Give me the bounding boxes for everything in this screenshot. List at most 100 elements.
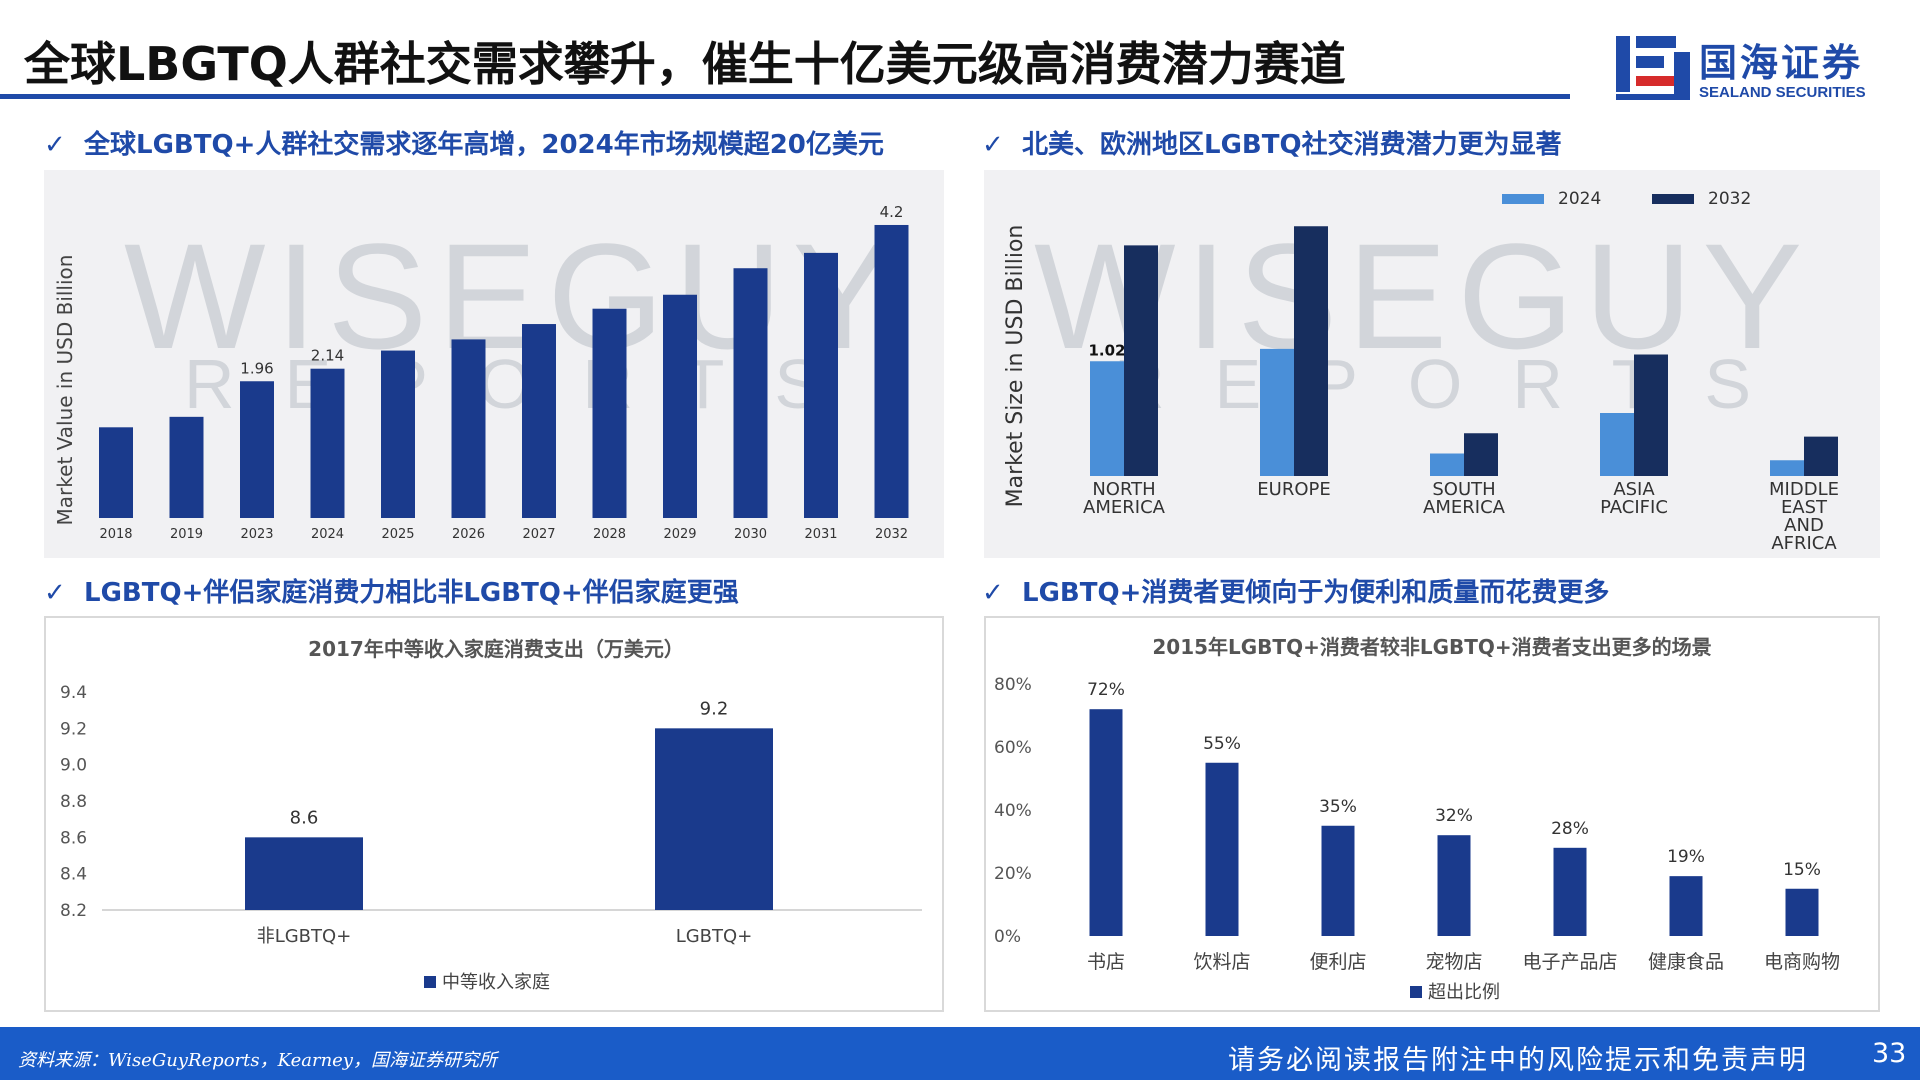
x-tick-label: 2023 — [240, 527, 273, 542]
bar — [1089, 709, 1123, 936]
bar — [169, 416, 204, 518]
data-label: 19% — [1667, 847, 1705, 867]
data-label: 2.14 — [311, 347, 344, 365]
x-tick-label: 2030 — [734, 527, 767, 542]
data-label: 28% — [1551, 819, 1589, 839]
bar — [99, 427, 133, 518]
chart-title: 2017年中等收入家庭消费支出（万美元） — [308, 637, 684, 661]
x-tick-label: PACIFIC — [1600, 497, 1668, 518]
bar — [1090, 361, 1124, 476]
x-tick-label: 电子产品店 — [1522, 951, 1617, 973]
x-tick-label: AFRICA — [1771, 533, 1837, 554]
y-tick-label: 8.6 — [60, 828, 87, 848]
x-tick-label: 2026 — [452, 527, 485, 542]
section-heading-household: ✓ LGBTQ+伴侣家庭消费力相比非LGBTQ+伴侣家庭更强 — [44, 572, 739, 609]
y-tick-label: 9.0 — [60, 756, 87, 776]
footer-source: 资料来源：WiseGuyReports，Kearney，国海证券研究所 — [18, 1050, 497, 1071]
x-tick-label: 便利店 — [1309, 951, 1366, 973]
bar — [1321, 825, 1355, 936]
x-tick-label: 2031 — [804, 527, 837, 542]
x-tick-label: EUROPE — [1257, 479, 1330, 500]
footer-bar — [0, 1027, 1920, 1080]
x-tick-label: AMERICA — [1423, 497, 1506, 518]
x-tick-label: 2024 — [311, 527, 344, 542]
bar — [1553, 847, 1587, 936]
bar — [663, 294, 697, 518]
market-value-bar-chart: Market Value in USD Billion 2018 2019 2023 1… — [53, 203, 909, 542]
bar — [310, 368, 345, 518]
spending-scenes-bar-chart: 2015年LGBTQ+消费者较非LGBTQ+消费者支出更多的场景 80% 60% 40… — [994, 635, 1840, 1003]
footer-disclaimer: 请务必阅读报告附注中的风险提示和免责声明 — [1228, 1045, 1808, 1076]
bar — [381, 350, 415, 518]
data-label: 1.96 — [240, 359, 273, 377]
bar — [1600, 413, 1634, 476]
data-label: 9.2 — [700, 698, 729, 719]
x-tick-label: 健康食品 — [1648, 951, 1724, 973]
x-tick-label: 饮料店 — [1193, 951, 1250, 973]
bar — [1785, 888, 1819, 936]
data-label: 8.6 — [290, 807, 319, 828]
legend-swatch — [424, 976, 436, 988]
x-tick-label: 2032 — [875, 527, 908, 542]
household-spend-bar-chart: 2017年中等收入家庭消费支出（万美元） 9.4 9.2 9.0 8.8 8.6 8.4 8.… — [60, 637, 922, 993]
bar — [1205, 762, 1239, 936]
bar — [451, 339, 486, 518]
legend-swatch — [1652, 194, 1694, 204]
chart-panel-spending-scenes: 2015年LGBTQ+消费者较非LGBTQ+消费者支出更多的场景 80% 60% 40… — [984, 616, 1880, 1012]
x-tick-label: AMERICA — [1083, 497, 1166, 518]
bar — [1804, 436, 1838, 476]
check-icon: ✓ — [982, 578, 1004, 608]
data-label: 32% — [1435, 806, 1473, 826]
bar — [522, 324, 556, 518]
bar — [1464, 433, 1498, 476]
y-tick-label: 0% — [994, 927, 1021, 947]
x-tick-label: 2025 — [381, 527, 414, 542]
chart-panel-market-value: WISEGUY REPORTS Market Value in USD Bill… — [44, 170, 944, 558]
watermark-text: WISEGUY — [1034, 212, 1813, 380]
bar — [1669, 876, 1703, 936]
bar — [1770, 460, 1804, 476]
y-tick-label: 40% — [994, 801, 1032, 821]
data-label: 4.2 — [880, 203, 904, 221]
data-label: 55% — [1203, 734, 1241, 754]
x-tick-label: 非LGBTQ+ — [257, 926, 352, 947]
section-heading-market-growth: ✓ 全球LGBTQ+人群社交需求逐年高增，2024年市场规模超20亿美元 — [44, 124, 884, 161]
y-tick-label: 9.4 — [60, 683, 87, 703]
section-heading-text: LGBTQ+消费者更倾向于为便利和质量而花费更多 — [1022, 578, 1610, 608]
data-label: 35% — [1319, 797, 1357, 817]
bar — [655, 728, 773, 910]
bar — [804, 252, 838, 518]
y-tick-label: 20% — [994, 864, 1032, 884]
section-heading-text: 全球LGBTQ+人群社交需求逐年高增，2024年市场规模超20亿美元 — [84, 130, 884, 160]
bar — [874, 224, 909, 518]
x-tick-label: 2027 — [522, 527, 555, 542]
x-tick-label: 2029 — [663, 527, 696, 542]
bar — [1124, 245, 1158, 476]
watermark-subtext: REPORTS — [184, 344, 871, 424]
bar — [1430, 453, 1464, 476]
x-tick-label: 2019 — [170, 527, 203, 542]
page-title: 全球LBGTQ人群社交需求攀升，催生十亿美元级高消费潜力赛道 — [24, 37, 1346, 91]
bar — [1634, 354, 1668, 476]
y-tick-label: 9.2 — [60, 719, 87, 739]
bar — [1294, 226, 1328, 476]
data-label: 15% — [1783, 860, 1821, 880]
logo-mark-icon — [1616, 36, 1690, 100]
section-heading-regions: ✓ 北美、欧洲地区LGBTQ社交消费潜力更为显著 — [982, 124, 1562, 161]
legend-swatch — [1410, 986, 1422, 998]
x-tick-label: 书店 — [1087, 951, 1125, 973]
x-tick-label: LGBTQ+ — [676, 926, 753, 947]
x-tick-label: EAST — [1781, 497, 1828, 518]
y-tick-label: 80% — [994, 675, 1032, 695]
bar — [592, 308, 627, 518]
legend-label: 2024 — [1558, 189, 1601, 209]
check-icon: ✓ — [44, 130, 66, 160]
data-label: 1.02 — [1088, 341, 1125, 359]
y-tick-label: 8.8 — [60, 792, 87, 812]
title-underline — [0, 94, 1570, 99]
x-tick-label: 电商购物 — [1764, 951, 1840, 973]
x-tick-label: ASIA — [1613, 479, 1655, 500]
x-tick-label: SOUTH — [1432, 479, 1495, 500]
section-heading-text: 北美、欧洲地区LGBTQ社交消费潜力更为显著 — [1022, 130, 1562, 160]
y-tick-label: 8.2 — [60, 901, 87, 921]
